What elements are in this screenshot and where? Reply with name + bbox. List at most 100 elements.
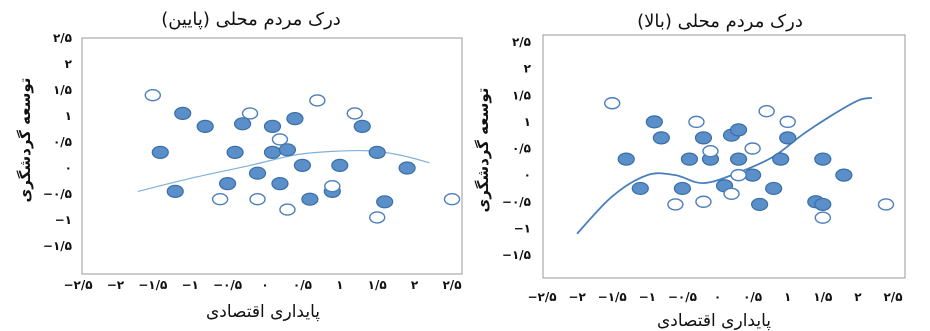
- data-point-hollow: [324, 179, 341, 193]
- x-tick-label: −۲: [107, 278, 125, 292]
- data-point-hollow: [309, 94, 326, 107]
- data-point-filled: [286, 111, 304, 126]
- data-point-filled: [174, 106, 192, 121]
- data-point-hollow: [702, 144, 719, 158]
- x-tick-label: −۱: [182, 278, 199, 292]
- x-tick-label: ۲: [854, 290, 862, 304]
- x-tick-label: ۱: [784, 290, 791, 304]
- x-tick-label: −۱/۵: [598, 290, 627, 304]
- data-point-filled: [151, 145, 169, 159]
- x-tick-label: ۰/۵: [743, 290, 762, 304]
- data-point-filled: [353, 119, 371, 134]
- y-tick-label: ۱: [65, 109, 72, 123]
- y-tick-label: −۱/۵: [502, 248, 531, 262]
- x-tick-label: ۱/۵: [368, 278, 387, 292]
- x-tick-label: ۰/۵: [293, 278, 312, 292]
- y-tick-label: ۲/۵: [53, 31, 72, 45]
- data-point-filled: [226, 145, 244, 159]
- data-point-hollow: [279, 203, 296, 216]
- y-axis-label: توسعه گردشگری: [16, 78, 34, 203]
- data-point-filled: [248, 166, 267, 180]
- data-point-hollow: [211, 192, 229, 206]
- x-tick-label: ۱: [336, 278, 343, 292]
- chart-title: درک مردم محلی (پایین): [161, 9, 341, 30]
- data-point-filled: [219, 177, 237, 191]
- x-tick-label: ۲/۵: [883, 290, 902, 304]
- data-point-hollow: [814, 211, 831, 224]
- data-point-hollow: [744, 142, 761, 155]
- data-point-filled: [376, 195, 394, 209]
- data-point-hollow: [144, 88, 162, 102]
- data-point-hollow: [877, 198, 895, 211]
- data-point-filled: [814, 197, 832, 212]
- data-point-hollow: [779, 115, 796, 129]
- data-point-filled: [680, 152, 699, 166]
- data-point-hollow: [695, 195, 712, 208]
- data-point-filled: [301, 192, 319, 206]
- data-point-filled: [673, 181, 692, 196]
- data-point-hollow: [723, 187, 740, 200]
- data-point-filled: [645, 115, 663, 129]
- data-point-hollow: [604, 97, 621, 110]
- data-point-filled: [751, 197, 769, 212]
- y-tick-label: ۱: [524, 115, 531, 129]
- data-point-filled: [814, 152, 832, 166]
- data-point-filled: [263, 119, 282, 134]
- data-point-filled: [278, 143, 297, 157]
- y-tick-label: ۰/۵: [53, 135, 72, 149]
- x-tick-label: −۲/۵: [527, 290, 556, 304]
- x-tick-label: ۲/۵: [442, 278, 461, 292]
- x-tick-label: −۰/۵: [213, 278, 242, 292]
- y-axis-label: توسعه گردشگری: [474, 88, 492, 213]
- y-tick-label: ۰: [524, 168, 531, 182]
- y-tick-label: ۲/۵: [512, 35, 531, 49]
- y-tick-label: −۱: [55, 213, 72, 227]
- data-point-hollow: [758, 105, 775, 118]
- data-point-filled: [271, 177, 289, 191]
- data-point-hollow: [730, 168, 747, 182]
- data-point-filled: [779, 131, 797, 145]
- x-tick-label: −۲/۵: [63, 278, 92, 292]
- data-point-filled: [652, 131, 670, 145]
- x-tick-label: −۱: [639, 290, 656, 304]
- data-point-hollow: [346, 107, 363, 120]
- x-tick-label: ۰: [714, 290, 721, 304]
- y-tick-label: ۱/۵: [512, 88, 531, 102]
- data-point-filled: [331, 158, 349, 172]
- data-point-filled: [398, 161, 416, 175]
- y-tick-label: ۲: [524, 62, 532, 76]
- y-tick-label: −۰/۵: [502, 195, 531, 209]
- y-tick-label: ۰: [65, 161, 72, 175]
- data-point-filled: [196, 119, 214, 134]
- x-tick-label: ۰: [261, 278, 268, 292]
- x-axis-label: پایداری اقتصادی: [206, 302, 320, 322]
- plot-frame: [81, 37, 463, 275]
- chart-title: درک مردم محلی (بالا): [637, 11, 803, 32]
- data-point-filled: [233, 117, 252, 131]
- y-tick-label: ۲: [65, 57, 73, 71]
- y-tick-label: −۱: [514, 221, 531, 235]
- data-point-hollow: [271, 133, 289, 146]
- data-point-filled: [631, 181, 649, 196]
- y-tick-label: ۰/۵: [512, 142, 531, 156]
- data-point-hollow: [688, 115, 705, 129]
- data-point-filled: [772, 152, 790, 166]
- trend-curve: [137, 149, 430, 192]
- x-axis-label: پایداری اقتصادی: [657, 311, 771, 331]
- data-point-hollow: [667, 198, 684, 211]
- data-point-filled: [729, 152, 748, 166]
- plot-frame: [542, 34, 906, 279]
- x-tick-label: ۲: [411, 278, 419, 292]
- data-point-hollow: [241, 107, 259, 120]
- x-tick-label: −۱/۵: [138, 278, 167, 292]
- data-point-filled: [617, 152, 635, 166]
- data-point-hollow: [369, 211, 386, 224]
- data-point-filled: [835, 168, 853, 182]
- y-tick-label: −۰/۵: [43, 187, 72, 201]
- data-point-hollow: [249, 192, 266, 206]
- y-tick-label: −۱/۵: [43, 239, 72, 253]
- data-point-filled: [694, 131, 713, 145]
- x-tick-label: ۱/۵: [813, 290, 832, 304]
- y-tick-label: ۱/۵: [53, 83, 72, 97]
- data-point-filled: [368, 145, 386, 159]
